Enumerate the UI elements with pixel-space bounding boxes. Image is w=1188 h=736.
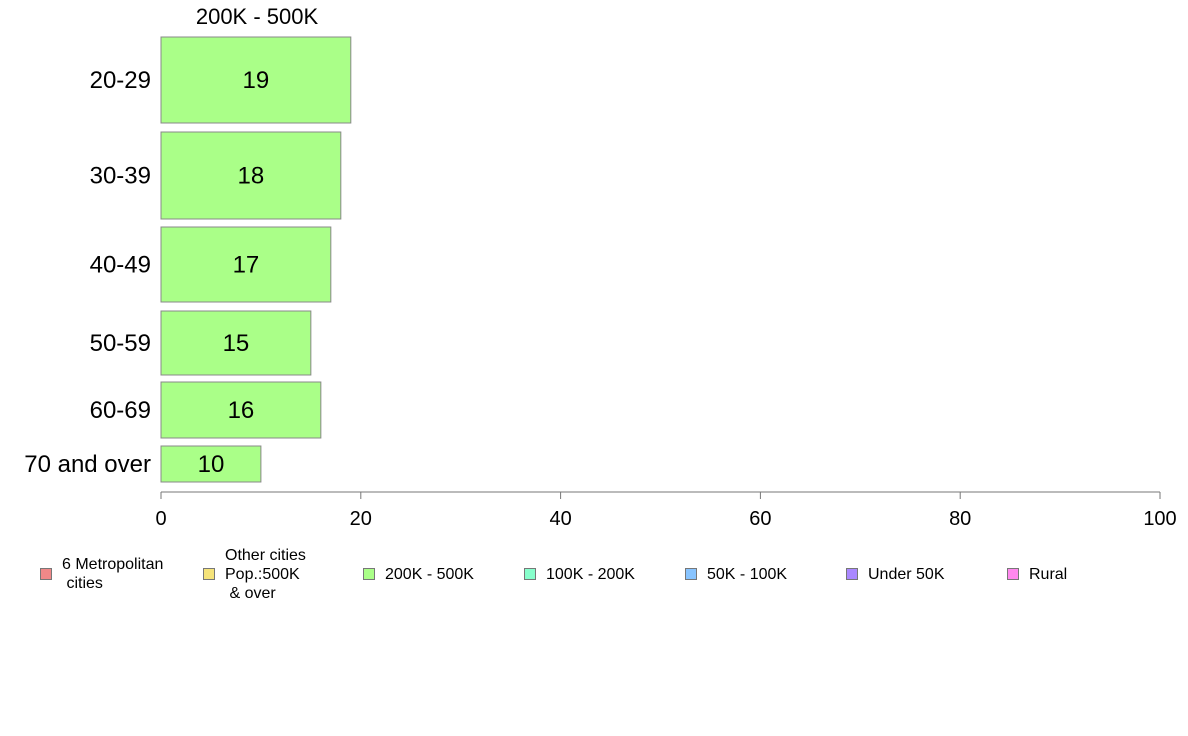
legend-label: Other cities Pop.:500K & over bbox=[225, 546, 306, 602]
bar-value-label: 16 bbox=[228, 397, 255, 424]
bar-value-label: 10 bbox=[198, 451, 225, 478]
x-tick-label: 60 bbox=[749, 508, 771, 530]
legend-item: Other cities Pop.:500K & over bbox=[203, 540, 306, 608]
category-label: 20-29 bbox=[90, 67, 151, 94]
bar-60-69 bbox=[160, 381, 322, 439]
bar-chart: 200K - 500K 20-29 19 30-39 18 40-49 17 50-59 15… bbox=[24, 4, 1177, 530]
x-axis: 0 20 40 60 80 100 bbox=[155, 491, 1177, 530]
x-tick-label: 100 bbox=[1143, 508, 1176, 530]
legend-swatch bbox=[1007, 568, 1019, 580]
legend-swatch bbox=[685, 568, 697, 580]
legend-item: 50K - 100K bbox=[685, 540, 787, 608]
x-tick-label: 0 bbox=[155, 508, 166, 530]
legend-swatch bbox=[203, 568, 215, 580]
bar-value-label: 19 bbox=[243, 67, 270, 94]
bar-20-29 bbox=[160, 36, 352, 124]
legend-item: Under 50K bbox=[846, 540, 945, 608]
legend-swatch bbox=[40, 568, 52, 580]
category-label: 50-59 bbox=[90, 330, 151, 357]
category-label: 30-39 bbox=[90, 163, 151, 190]
category-label: 70 and over bbox=[24, 451, 151, 478]
legend-item: 200K - 500K bbox=[363, 540, 474, 608]
legend-item: 100K - 200K bbox=[524, 540, 635, 608]
legend-item: Rural bbox=[1007, 540, 1067, 608]
legend-swatch bbox=[363, 568, 375, 580]
x-tick-label: 80 bbox=[949, 508, 971, 530]
legend-label: 200K - 500K bbox=[385, 565, 474, 583]
bar-50-59 bbox=[160, 310, 312, 376]
panel-title: 200K - 500K bbox=[196, 4, 319, 29]
legend-label: Under 50K bbox=[868, 565, 945, 583]
legend-label: Rural bbox=[1029, 565, 1068, 583]
x-tick-label: 20 bbox=[350, 508, 372, 530]
legend-label: 6 Metropolitan cities bbox=[62, 556, 164, 592]
bar-30-39 bbox=[160, 131, 342, 220]
legend-swatch bbox=[524, 568, 536, 580]
legend-item: 6 Metropolitan cities bbox=[40, 540, 163, 608]
category-label: 40-49 bbox=[90, 252, 151, 279]
x-tick-label: 40 bbox=[549, 508, 571, 530]
legend-swatch bbox=[846, 568, 858, 580]
bar-value-label: 15 bbox=[223, 330, 250, 357]
legend: 6 Metropolitan cities Other cities Pop.:5… bbox=[0, 540, 1188, 610]
bar-70-and-over bbox=[160, 445, 262, 483]
legend-label: 100K - 200K bbox=[546, 565, 635, 583]
bar-value-label: 18 bbox=[238, 163, 265, 190]
legend-label: 50K - 100K bbox=[707, 565, 788, 583]
bar-value-label: 17 bbox=[233, 252, 260, 279]
category-label: 60-69 bbox=[90, 397, 151, 424]
bar-40-49 bbox=[160, 226, 332, 303]
bars-group: 20-29 19 30-39 18 40-49 17 50-59 15 60-69 16 70 an… bbox=[24, 36, 352, 483]
